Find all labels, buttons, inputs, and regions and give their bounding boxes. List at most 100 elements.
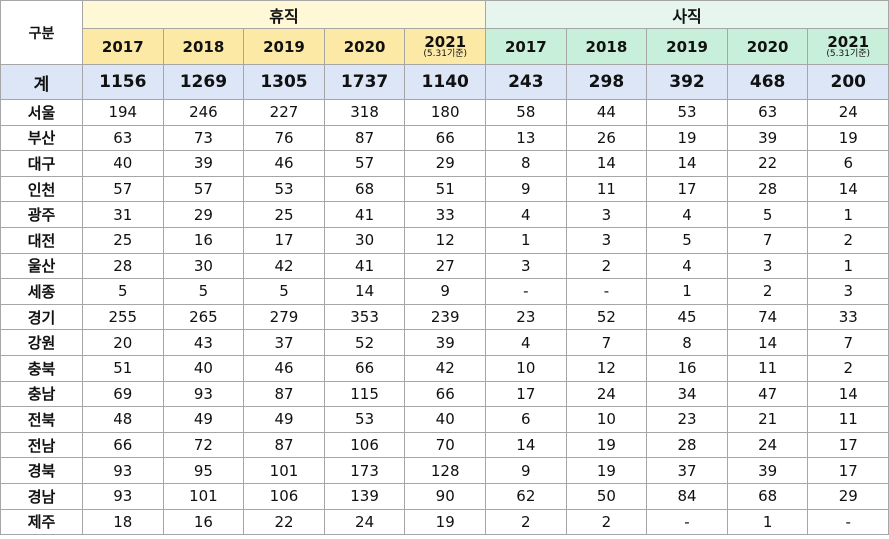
year-header: 2020: [323, 28, 406, 65]
year-header: 2021 (5.31기준): [404, 28, 487, 65]
data-row: 경남 93 101 106 139 90 62 50 84 68 29: [0, 482, 889, 510]
value-cell: 106: [243, 482, 325, 510]
value-cell: 12: [565, 354, 648, 382]
row-label: 광주: [0, 201, 83, 228]
value-cell: 18: [82, 508, 164, 536]
value-cell: 11: [726, 354, 809, 382]
value-cell: 101: [243, 457, 325, 484]
value-cell: 52: [323, 329, 406, 356]
value-cell: 62: [485, 482, 567, 510]
value-cell: 87: [243, 380, 325, 408]
value-cell: 39: [404, 329, 487, 356]
value-cell: 8: [485, 150, 567, 177]
value-cell: 9: [485, 457, 567, 484]
row-label: 대전: [0, 226, 83, 254]
value-cell: 48: [82, 406, 164, 433]
value-cell: 5: [243, 278, 325, 305]
value-cell: 5: [726, 201, 809, 228]
value-cell: 106: [323, 431, 406, 459]
value-cell: 19: [404, 508, 487, 536]
value-cell: 16: [646, 354, 728, 382]
value-cell: 12: [404, 226, 487, 254]
data-row: 전북 48 49 49 53 40 6 10 23 21 11: [0, 406, 889, 433]
value-cell: 19: [565, 431, 648, 459]
value-cell: 24: [565, 380, 648, 408]
value-cell: 1: [485, 226, 567, 254]
value-cell: 11: [565, 175, 648, 203]
value-cell: 14: [485, 431, 567, 459]
row-label: 경남: [0, 482, 83, 510]
value-cell: 16: [162, 226, 245, 254]
value-cell: 5: [162, 278, 245, 305]
value-cell: 50: [565, 482, 648, 510]
value-cell: 22: [243, 508, 325, 536]
value-cell: 66: [404, 380, 487, 408]
year-label: 2018: [585, 37, 628, 56]
value-cell: 41: [323, 201, 406, 228]
row-label: 울산: [0, 252, 83, 280]
year-label: 2021: [827, 33, 870, 51]
value-cell: 70: [404, 431, 487, 459]
value-cell: 194: [82, 99, 164, 126]
data-row: 대전 25 16 17 30 12 1 3 5 7 2: [0, 226, 889, 254]
value-cell: 53: [243, 175, 325, 203]
value-cell: 139: [323, 482, 406, 510]
year-header: 2020: [726, 28, 809, 65]
year-label: 2019: [666, 37, 708, 56]
value-cell: 9: [404, 278, 487, 305]
value-cell: 68: [726, 482, 809, 510]
value-cell: 46: [243, 354, 325, 382]
value-cell: 40: [404, 406, 487, 433]
value-cell: 7: [726, 226, 809, 254]
value-cell: 87: [243, 431, 325, 459]
value-cell: 28: [646, 431, 728, 459]
value-cell: 1269: [162, 64, 245, 100]
year-header: 2017: [82, 28, 164, 65]
row-label: 세종: [0, 278, 83, 305]
data-row: 서울 194 246 227 318 180 58 44 53 63 24: [0, 99, 889, 126]
year-label: 2017: [504, 37, 547, 56]
value-cell: 63: [726, 99, 809, 126]
row-label: 서울: [0, 99, 83, 126]
value-cell: 9: [485, 175, 567, 203]
row-label: 전남: [0, 431, 83, 459]
value-cell: 24: [807, 99, 889, 126]
year-note: (5.31기준): [826, 49, 871, 59]
value-cell: 30: [323, 226, 406, 254]
value-cell: 30: [162, 252, 245, 280]
row-label: 전북: [0, 406, 83, 433]
value-cell: 33: [807, 303, 889, 331]
value-cell: 57: [323, 150, 406, 177]
value-cell: 44: [565, 99, 648, 126]
value-cell: 49: [162, 406, 245, 433]
value-cell: 1: [807, 201, 889, 228]
year-header: 2018: [162, 28, 245, 65]
value-cell: 39: [726, 457, 809, 484]
row-label: 계: [0, 64, 83, 100]
value-cell: 37: [646, 457, 728, 484]
data-row: 제주 18 16 22 24 19 2 2-1-: [0, 508, 889, 536]
value-cell: 6: [807, 150, 889, 177]
value-cell: 1: [726, 508, 809, 536]
value-cell: 3: [565, 226, 648, 254]
data-row: 경북 93 95 101 173 128 9 19 37 39 17: [0, 457, 889, 484]
value-cell: 26: [565, 124, 648, 152]
value-cell: 87: [323, 124, 406, 152]
value-cell: 10: [565, 406, 648, 433]
value-cell: 21: [726, 406, 809, 433]
value-cell: 200: [807, 64, 889, 100]
value-cell: 73: [162, 124, 245, 152]
value-cell: 227: [243, 99, 325, 126]
value-cell: 14: [646, 150, 728, 177]
value-cell: 28: [82, 252, 164, 280]
value-cell: 93: [82, 457, 164, 484]
value-cell: 173: [323, 457, 406, 484]
value-cell: 3: [807, 278, 889, 305]
value-cell: 29: [162, 201, 245, 228]
value-cell: 4: [646, 201, 728, 228]
value-cell: 29: [404, 150, 487, 177]
value-cell: 93: [162, 380, 245, 408]
value-cell: 1: [646, 278, 728, 305]
value-cell: 43: [162, 329, 245, 356]
